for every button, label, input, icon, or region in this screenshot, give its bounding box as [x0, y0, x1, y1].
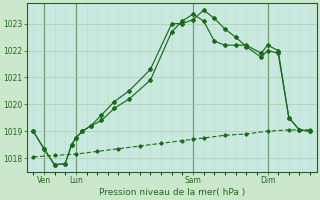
X-axis label: Pression niveau de la mer( hPa ): Pression niveau de la mer( hPa )	[99, 188, 245, 197]
